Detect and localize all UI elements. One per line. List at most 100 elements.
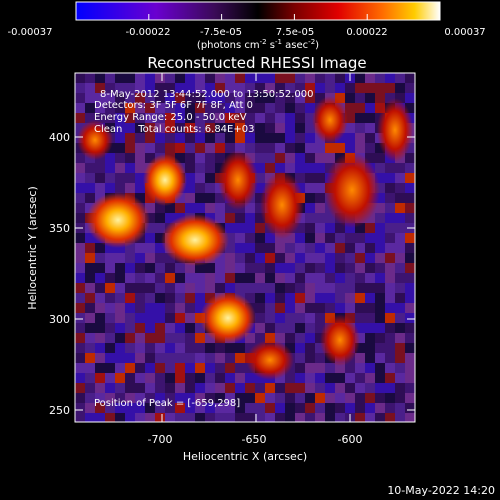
image-pixel	[135, 353, 145, 363]
image-pixel	[325, 83, 335, 93]
image-pixel	[255, 273, 265, 283]
image-pixel	[175, 373, 185, 383]
image-pixel	[305, 203, 315, 213]
image-pixel	[75, 163, 85, 173]
image-pixel	[195, 83, 205, 93]
image-pixel	[395, 323, 405, 333]
image-pixel	[325, 283, 335, 293]
image-pixel	[315, 283, 325, 293]
colorbar-tick-label: -0.00022	[126, 27, 171, 38]
image-pixel	[125, 103, 135, 113]
image-pixel	[395, 283, 405, 293]
image-pixel	[205, 83, 215, 93]
image-pixel	[395, 383, 405, 393]
image-pixel	[175, 393, 185, 403]
image-pixel	[115, 413, 125, 422]
image-pixel	[105, 253, 115, 263]
image-pixel	[385, 393, 395, 403]
image-pixel	[185, 193, 195, 203]
image-pixel	[245, 373, 255, 383]
image-pixel	[315, 413, 325, 422]
image-pixel	[375, 143, 385, 153]
image-pixel	[345, 363, 355, 373]
solar-image	[75, 73, 415, 422]
image-pixel	[115, 143, 125, 153]
y-tick-label: 350	[49, 222, 70, 235]
image-pixel	[345, 143, 355, 153]
colorbar-gradient	[76, 2, 440, 20]
image-pixel	[95, 293, 105, 303]
image-pixel	[75, 353, 85, 363]
image-pixel	[95, 303, 105, 313]
image-pixel	[345, 383, 355, 393]
image-pixel	[185, 183, 195, 193]
image-pixel	[145, 263, 155, 273]
colorbar-tick-label: 0.00022	[346, 27, 387, 38]
image-pixel	[175, 143, 185, 153]
image-pixel	[85, 73, 95, 83]
image-pixel	[335, 253, 345, 263]
image-pixel	[225, 413, 235, 422]
image-pixel	[155, 293, 165, 303]
image-pixel	[285, 313, 295, 323]
image-pixel	[255, 213, 265, 223]
image-pixel	[205, 123, 215, 133]
image-pixel	[335, 403, 345, 413]
image-pixel	[125, 263, 135, 273]
image-pixel	[95, 113, 105, 123]
image-pixel	[385, 383, 395, 393]
image-pixel	[385, 333, 395, 343]
image-pixel	[215, 193, 225, 203]
image-pixel	[295, 283, 305, 293]
image-pixel	[245, 133, 255, 143]
image-pixel	[355, 73, 365, 83]
image-pixel	[165, 133, 175, 143]
image-pixel	[385, 313, 395, 323]
emission-blob	[218, 150, 258, 210]
image-pixel	[85, 333, 95, 343]
image-pixel	[255, 243, 265, 253]
image-pixel	[355, 383, 365, 393]
image-pixel	[315, 393, 325, 403]
image-pixel	[275, 273, 285, 283]
image-pixel	[235, 243, 245, 253]
image-pixel	[365, 253, 375, 263]
image-pixel	[345, 113, 355, 123]
image-pixel	[135, 323, 145, 333]
image-pixel	[365, 293, 375, 303]
image-pixel	[395, 203, 405, 213]
image-pixel	[315, 83, 325, 93]
image-pixel	[245, 403, 255, 413]
image-pixel	[355, 313, 365, 323]
image-pixel	[375, 363, 385, 373]
image-pixel	[85, 393, 95, 403]
image-pixel	[275, 323, 285, 333]
image-pixel	[295, 393, 305, 403]
image-pixel	[255, 83, 265, 93]
image-pixel	[305, 173, 315, 183]
image-pixel	[265, 243, 275, 253]
image-pixel	[185, 173, 195, 183]
image-pixel	[385, 203, 395, 213]
image-pixel	[275, 123, 285, 133]
image-pixel	[345, 393, 355, 403]
image-pixel	[345, 253, 355, 263]
image-pixel	[145, 323, 155, 333]
image-pixel	[245, 393, 255, 403]
image-pixel	[385, 303, 395, 313]
info-line-time-range: 8-May-2012 13:44:52.000 to 13:50:52.000	[100, 89, 313, 100]
image-pixel	[105, 173, 115, 183]
image-pixel	[95, 403, 105, 413]
image-pixel	[375, 393, 385, 403]
image-pixel	[105, 333, 115, 343]
image-pixel	[85, 413, 95, 422]
image-pixel	[75, 283, 85, 293]
image-pixel	[115, 273, 125, 283]
image-pixel	[195, 93, 205, 103]
image-pixel	[115, 83, 125, 93]
image-pixel	[375, 273, 385, 283]
image-pixel	[125, 353, 135, 363]
image-pixel	[295, 123, 305, 133]
image-pixel	[235, 343, 245, 353]
image-pixel	[185, 313, 195, 323]
